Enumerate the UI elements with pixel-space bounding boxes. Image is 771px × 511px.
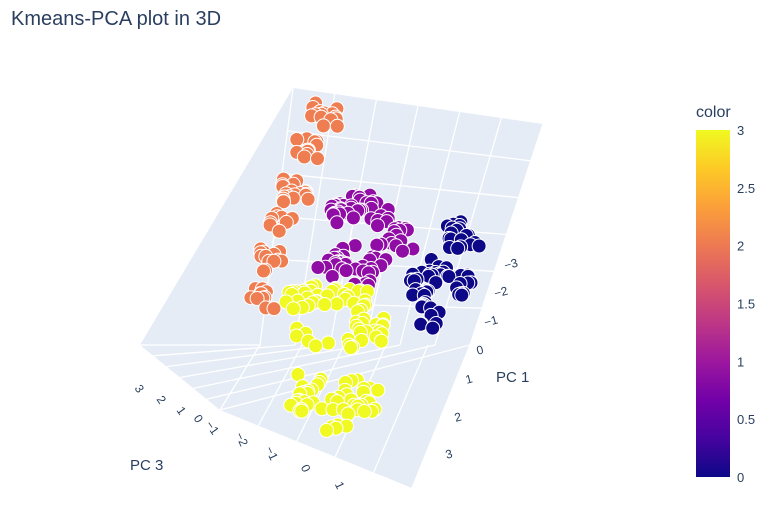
grid-line (373, 344, 429, 473)
data-point (343, 340, 359, 356)
data-point (320, 335, 336, 351)
data-point (395, 243, 410, 259)
colorbar-tick: 1 (737, 354, 744, 369)
data-point (347, 238, 363, 254)
z-tick: 1 (174, 404, 189, 418)
data-point (315, 118, 331, 134)
grid-line (287, 130, 531, 162)
data-point (300, 191, 316, 207)
data-point (454, 287, 470, 303)
data-point (296, 149, 312, 165)
z-tick: 3 (132, 382, 147, 396)
colorbar-title: color (696, 104, 731, 121)
data-point (329, 118, 345, 134)
data-point (266, 301, 282, 317)
grid-line (219, 344, 261, 411)
grid-line (179, 344, 366, 379)
z-tick: 2 (154, 393, 169, 407)
colorbar-tick: 0.5 (737, 412, 755, 427)
data-point (373, 333, 389, 349)
data-point (338, 263, 354, 279)
data-point (294, 403, 310, 419)
colorbar-tick: 2 (737, 239, 744, 254)
z-tick: −1 (203, 418, 223, 438)
data-point (425, 320, 441, 336)
grid-line (193, 344, 401, 389)
data-point (271, 223, 287, 239)
data-point (450, 240, 466, 256)
x-axis-title: PC 1 (496, 369, 529, 386)
z-axis-title: PC 3 (130, 457, 163, 474)
data-point (249, 291, 265, 306)
data-point (310, 151, 325, 167)
colorbar-tick: 1.5 (737, 297, 755, 312)
grid-line (166, 344, 331, 368)
x-tick: 0 (475, 342, 485, 357)
grid-line (411, 344, 471, 489)
data-point (276, 194, 291, 210)
colorbar-tick: 2.5 (737, 181, 755, 196)
grid-line (153, 344, 296, 357)
data-point (319, 422, 334, 438)
z-tick: 0 (191, 412, 206, 426)
data-point (256, 263, 271, 279)
y-tick: 1 (332, 479, 348, 491)
chart-title: Kmeans-PCA plot in 3D (11, 8, 222, 30)
x-tick: 3 (444, 446, 454, 461)
data-point (310, 260, 326, 275)
y-tick: −1 (262, 444, 281, 463)
data-point (356, 404, 372, 419)
grid-line (257, 344, 303, 426)
data-point (329, 215, 345, 231)
data-point (370, 382, 386, 398)
grid-line (281, 173, 519, 199)
data-point (345, 210, 361, 226)
x-tick: 2 (453, 409, 463, 424)
y-tick: 0 (298, 462, 314, 474)
colorbar-tick: 3 (737, 123, 744, 138)
data-point (471, 238, 487, 254)
x-tick: −1 (483, 313, 500, 330)
x-tick: −2 (493, 284, 510, 301)
side-wall (140, 88, 293, 345)
data-point (285, 301, 301, 317)
y-tick: −2 (232, 430, 251, 449)
grid-line (296, 344, 345, 442)
colorbar-gradient (696, 130, 730, 477)
colorbar-tick: 0 (737, 470, 744, 485)
data-points (243, 95, 487, 438)
data-point (308, 338, 324, 354)
data-point (441, 269, 457, 284)
x-tick: −3 (503, 256, 520, 273)
colorbar: color 3 2.5 2 1.5 1 0.5 0 (696, 104, 755, 485)
x-tick: 1 (464, 371, 474, 386)
data-point (289, 132, 305, 147)
data-point (370, 218, 385, 234)
data-point (317, 297, 333, 312)
